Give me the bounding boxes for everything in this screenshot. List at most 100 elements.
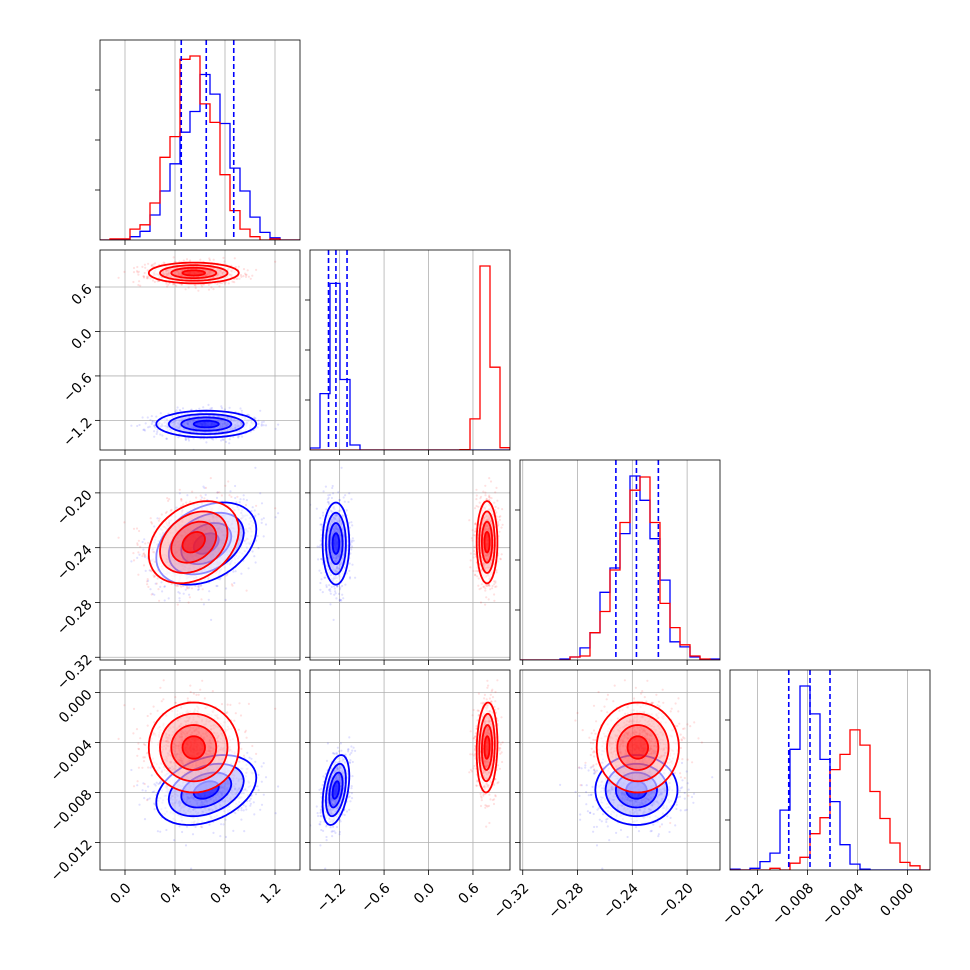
sample-point	[137, 573, 140, 576]
sample-point	[151, 419, 154, 423]
sample-point	[247, 567, 250, 570]
sample-point	[238, 501, 241, 504]
sample-point	[237, 435, 240, 438]
sample-point	[137, 273, 140, 276]
sample-point	[262, 420, 265, 423]
sample-point	[184, 438, 187, 441]
sample-point	[245, 589, 248, 592]
sample-point	[145, 275, 149, 278]
sample-point	[166, 285, 169, 288]
sample-point	[345, 509, 348, 512]
sample-point	[179, 409, 182, 412]
sample-point	[231, 280, 234, 283]
sample-point	[473, 553, 476, 556]
sample-point	[175, 284, 178, 287]
sample-point	[143, 553, 146, 556]
sample-point	[164, 511, 167, 515]
sample-point	[153, 424, 156, 427]
sample-point	[146, 269, 149, 272]
sample-point	[174, 583, 177, 586]
sample-point	[240, 275, 243, 278]
sample-point	[149, 569, 152, 572]
sample-point	[197, 588, 200, 591]
sample-point	[147, 541, 150, 544]
sample-point	[146, 416, 149, 419]
sample-point	[173, 282, 176, 285]
contour-panel-0-1: −1.2−0.60.00.6	[60, 249, 301, 455]
sample-point	[152, 574, 155, 577]
sample-point	[155, 432, 158, 435]
sample-point	[237, 265, 240, 268]
panel-content	[100, 250, 300, 450]
sample-point	[212, 438, 215, 441]
sample-point	[182, 584, 185, 588]
sample-point	[493, 580, 496, 583]
sample-point	[242, 494, 245, 497]
sample-point	[153, 575, 156, 579]
y-tick-label: −0.28	[54, 597, 96, 639]
sample-point	[236, 495, 239, 498]
sample-point	[331, 486, 334, 490]
sample-point	[256, 426, 259, 429]
sample-point	[132, 271, 136, 274]
sample-point	[185, 587, 189, 590]
sample-point	[235, 277, 238, 280]
sample-point	[208, 259, 211, 262]
sample-point	[174, 410, 177, 413]
sample-point	[233, 281, 236, 284]
sample-point	[151, 279, 155, 282]
sample-point	[245, 273, 248, 276]
sample-point	[157, 588, 160, 591]
sample-point	[218, 491, 221, 494]
sample-point	[249, 277, 252, 280]
sample-point	[332, 618, 335, 621]
sample-point	[182, 259, 185, 262]
sample-point	[333, 587, 336, 590]
sample-point	[168, 498, 171, 501]
sample-point	[497, 507, 500, 510]
sample-point	[150, 264, 153, 267]
sample-point	[203, 497, 206, 500]
sample-point	[348, 492, 351, 495]
sample-point	[274, 427, 277, 430]
sample-point	[255, 504, 258, 507]
sample-point	[316, 545, 319, 548]
sample-point	[210, 286, 213, 289]
sample-point	[204, 493, 207, 496]
sample-point	[237, 436, 240, 439]
sample-point	[180, 585, 183, 588]
sample-point	[473, 549, 476, 553]
sample-point	[245, 499, 248, 502]
sample-point	[132, 527, 136, 530]
sample-point	[240, 409, 243, 412]
sample-point	[260, 423, 263, 426]
sample-point	[165, 437, 168, 440]
sample-point	[198, 407, 201, 410]
sample-point	[147, 262, 150, 265]
sample-point	[274, 516, 277, 519]
sample-point	[248, 414, 251, 417]
sample-point	[224, 598, 227, 601]
sample-point	[163, 599, 166, 602]
sample-point	[342, 597, 345, 600]
sample-point	[178, 597, 181, 600]
sample-point	[338, 599, 341, 602]
sample-point	[274, 507, 277, 510]
sample-point	[327, 494, 330, 497]
sample-point	[158, 599, 161, 602]
sample-point	[150, 521, 153, 524]
sample-point	[348, 569, 351, 572]
sample-point	[224, 440, 228, 443]
sample-point	[500, 526, 503, 529]
sample-point	[475, 494, 478, 497]
sample-point	[142, 275, 145, 278]
sample-point	[200, 285, 204, 288]
sample-point	[319, 523, 322, 526]
sample-point	[354, 576, 357, 579]
contour-level	[155, 409, 258, 439]
sample-point	[153, 420, 156, 423]
sample-point	[350, 498, 353, 501]
sample-point	[225, 587, 228, 590]
sample-point	[144, 569, 147, 572]
sample-point	[202, 603, 205, 606]
